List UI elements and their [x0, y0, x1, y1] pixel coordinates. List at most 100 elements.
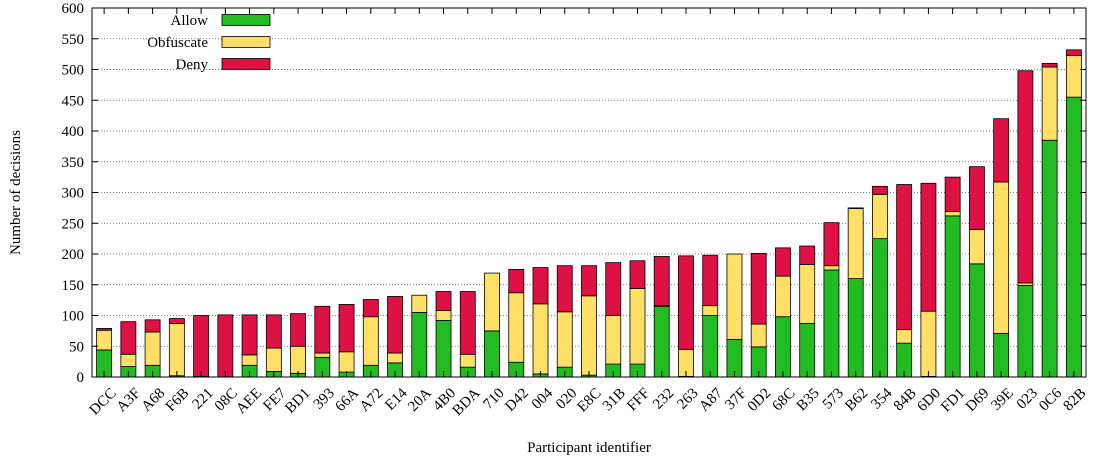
- bar-segment-obfuscate: [1065, 54, 1082, 98]
- x-tick-label: 6D0: [914, 385, 944, 415]
- bar-segment-deny: [120, 321, 137, 355]
- bar-segment-allow: [484, 330, 500, 378]
- bar-segment-deny: [435, 291, 452, 311]
- x-tick-label: 68C: [770, 385, 799, 414]
- bar-segment-obfuscate: [532, 303, 549, 375]
- bar-segment-obfuscate: [484, 272, 500, 332]
- bar-segment-deny: [605, 262, 622, 316]
- bar-segment-obfuscate: [314, 352, 331, 358]
- y-tick-label: 0: [77, 370, 85, 386]
- y-tick-label: 550: [62, 32, 85, 48]
- bar-segment-obfuscate: [726, 253, 743, 340]
- bar-segment-deny: [144, 319, 161, 333]
- bar-segment-allow: [1017, 284, 1034, 378]
- bar-segment-allow: [823, 269, 840, 378]
- bar-segment-obfuscate: [508, 292, 525, 363]
- bar-segment-deny: [872, 185, 888, 195]
- bar-segment-deny: [678, 255, 694, 350]
- x-tick-label: B62: [842, 385, 871, 414]
- bar-segment-deny: [314, 305, 331, 354]
- bar-segment-obfuscate: [435, 310, 452, 321]
- bar-segment-deny: [775, 247, 791, 277]
- x-tick-label: 39E: [988, 385, 1016, 413]
- bar-segment-obfuscate: [872, 193, 888, 240]
- y-tick-label: 300: [62, 186, 85, 202]
- bar-segment-obfuscate: [775, 275, 791, 318]
- legend-swatch-obfuscate: [221, 36, 271, 48]
- bar-segment-allow: [944, 215, 961, 378]
- y-axis-ticks: 0 50 100 150 200 250 300 350 400 450 500 550 600: [62, 1, 1086, 386]
- x-tick-label: 710: [480, 385, 507, 412]
- bar-segment-deny: [290, 313, 306, 347]
- x-tick-label: 0D2: [745, 385, 775, 415]
- bar-segment-obfuscate: [605, 315, 622, 365]
- x-tick-label: 004: [529, 385, 557, 413]
- bar-segment-deny: [193, 315, 210, 377]
- bar-segment-obfuscate: [896, 329, 913, 344]
- bar-segment-deny: [217, 314, 234, 378]
- bar-segment-obfuscate: [750, 323, 767, 348]
- legend-swatch-allow: [221, 14, 271, 26]
- bar-segment-allow: [653, 305, 670, 378]
- x-tick-label: A3F: [114, 385, 144, 415]
- y-tick-label: 50: [69, 339, 84, 355]
- bar-segment-deny: [702, 254, 719, 307]
- bar-segment-deny: [993, 118, 1010, 183]
- x-tick-label: E14: [382, 385, 411, 414]
- bar-segment-deny: [823, 222, 840, 267]
- legend-label-obfuscate: Obfuscate: [147, 35, 208, 51]
- bar-segment-allow: [1065, 96, 1082, 378]
- bar-segment-allow: [847, 278, 864, 378]
- bar-segment-obfuscate: [120, 353, 137, 367]
- x-tick-label: D69: [963, 385, 993, 415]
- legend-swatch-deny: [221, 58, 271, 70]
- x-tick-label: 82B: [1060, 385, 1089, 414]
- bar-segment-deny: [944, 176, 961, 212]
- bar-segment-obfuscate: [702, 305, 719, 316]
- x-tick-label: 393: [311, 385, 338, 412]
- x-axis-label: Participant identifier: [527, 440, 651, 456]
- x-tick-label: 232: [650, 385, 677, 412]
- x-tick-label: 263: [674, 385, 701, 412]
- bar-segment-obfuscate: [362, 316, 379, 366]
- x-tick-label: 023: [1014, 385, 1041, 412]
- bar-segment-obfuscate: [993, 181, 1010, 334]
- bar-segment-allow: [702, 315, 719, 378]
- x-tick-label: BDA: [450, 385, 484, 419]
- bar-segment-deny: [799, 245, 816, 265]
- legend-label-allow: Allow: [171, 13, 209, 29]
- bar-segment-deny: [1017, 70, 1034, 284]
- x-tick-label: D42: [502, 385, 532, 415]
- bar-segment-deny: [532, 267, 549, 305]
- y-tick-label: 350: [62, 155, 85, 171]
- x-tick-label: FD1: [938, 385, 968, 415]
- bar-segment-obfuscate: [265, 347, 282, 372]
- y-tick-label: 400: [62, 124, 85, 140]
- x-tick-label: F6B: [163, 385, 193, 415]
- x-tick-label: 20A: [405, 385, 435, 415]
- bar-segment-deny: [459, 291, 476, 355]
- bar-segment-deny: [362, 299, 379, 318]
- x-tick-label: 0C6: [1036, 385, 1065, 414]
- bar-segment-deny: [556, 265, 573, 313]
- y-tick-label: 450: [62, 93, 85, 109]
- bar-segment-deny: [629, 260, 646, 289]
- bar-segment-deny: [265, 314, 282, 349]
- bar-segment-deny: [653, 256, 670, 307]
- bar-segment-allow: [411, 312, 428, 378]
- bar-segment-allow: [799, 323, 816, 378]
- x-tick-label: A87: [696, 385, 726, 415]
- y-tick-label: 600: [62, 1, 85, 17]
- x-tick-label: A72: [357, 385, 387, 415]
- bar-segment-obfuscate: [144, 331, 161, 366]
- x-tick-label: AEE: [233, 385, 265, 417]
- bar-segment-obfuscate: [290, 345, 306, 374]
- bar-segment-obfuscate: [96, 329, 113, 351]
- plot-frame: [91, 7, 1087, 378]
- bars: [96, 49, 1082, 378]
- bar-segment-obfuscate: [944, 211, 961, 217]
- bar-segment-deny: [338, 304, 355, 353]
- x-tick-label: 66A: [333, 385, 363, 415]
- bar-segment-allow: [775, 316, 791, 378]
